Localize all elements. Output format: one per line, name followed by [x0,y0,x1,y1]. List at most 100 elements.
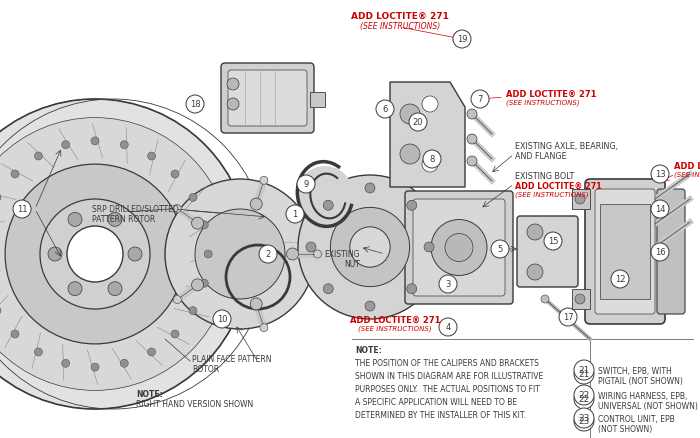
Circle shape [306,243,316,252]
Circle shape [0,307,1,315]
Text: 2: 2 [265,250,271,259]
Circle shape [439,318,457,336]
Circle shape [204,251,212,258]
Text: EXISTING AXLE, BEARING,: EXISTING AXLE, BEARING, [515,141,618,151]
Text: (SEE INSTRUCTIONS): (SEE INSTRUCTIONS) [674,172,700,178]
FancyBboxPatch shape [585,180,665,324]
Circle shape [34,348,43,356]
Text: 22: 22 [578,391,589,399]
Text: WIRING HARNESS, EPB,: WIRING HARNESS, EPB, [598,391,687,400]
FancyBboxPatch shape [405,191,513,304]
Circle shape [453,31,471,49]
Circle shape [574,360,594,380]
FancyBboxPatch shape [228,71,307,127]
Circle shape [445,234,473,262]
Text: A SPECIFIC APPLICATION WILL NEED TO BE: A SPECIFIC APPLICATION WILL NEED TO BE [355,397,517,406]
Circle shape [227,79,239,91]
Text: 7: 7 [477,95,483,104]
Circle shape [108,213,122,227]
Circle shape [120,141,128,149]
Circle shape [192,279,204,291]
Circle shape [365,301,375,311]
Circle shape [491,240,509,258]
Circle shape [559,308,577,326]
Circle shape [260,177,268,185]
Circle shape [297,176,315,194]
Text: 9: 9 [303,180,309,189]
Circle shape [0,118,232,391]
Circle shape [575,194,585,205]
Circle shape [62,141,70,149]
Circle shape [200,279,209,288]
Text: 21: 21 [578,370,589,378]
Circle shape [527,225,543,240]
Circle shape [120,360,128,367]
Text: THE POSITION OF THE CALIPERS AND BRACKETS: THE POSITION OF THE CALIPERS AND BRACKET… [355,358,539,367]
Text: ADD LOCTITE® 271: ADD LOCTITE® 271 [506,90,596,99]
Text: 23: 23 [578,417,589,426]
Circle shape [467,157,477,166]
Circle shape [200,221,209,229]
Circle shape [431,220,487,276]
Circle shape [467,110,477,120]
Circle shape [575,294,585,304]
Text: 12: 12 [615,275,625,284]
Circle shape [11,171,19,179]
Circle shape [68,213,82,227]
FancyBboxPatch shape [657,190,685,314]
Polygon shape [390,83,465,187]
Circle shape [148,153,155,161]
Text: SWITCH, EPB, WITH: SWITCH, EPB, WITH [598,366,672,375]
Circle shape [408,237,432,261]
Circle shape [651,244,669,261]
Bar [572,290,590,309]
Circle shape [195,209,285,299]
Circle shape [541,295,549,303]
Bar [600,205,650,299]
Circle shape [174,205,181,213]
Circle shape [400,105,420,125]
Circle shape [62,360,70,367]
Text: NUT: NUT [344,259,360,268]
Text: CONTROL UNIT, EPB: CONTROL UNIT, EPB [598,414,675,423]
Circle shape [5,165,185,344]
Circle shape [407,284,416,294]
Text: NOTE:: NOTE: [355,345,382,354]
Circle shape [574,364,594,384]
Circle shape [439,276,457,293]
Text: UNIVERSAL (NOT SHOWN): UNIVERSAL (NOT SHOWN) [598,401,698,410]
Text: (SEE INSTRUCTIONS): (SEE INSTRUCTIONS) [506,100,580,106]
Circle shape [91,138,99,145]
Text: 13: 13 [654,170,665,179]
Text: EXISTING BOLT: EXISTING BOLT [515,172,574,180]
Text: (SEE INSTRUCTIONS): (SEE INSTRUCTIONS) [515,191,589,198]
Circle shape [259,245,277,263]
Circle shape [286,248,298,261]
Text: (NOT SHOWN): (NOT SHOWN) [598,424,652,433]
Text: 10: 10 [217,315,228,324]
Text: DETERMINED BY THE INSTALLER OF THIS KIT.: DETERMINED BY THE INSTALLER OF THIS KIT. [355,410,526,419]
Circle shape [108,282,122,296]
Circle shape [422,157,438,173]
Text: 5: 5 [498,245,503,254]
Text: 14: 14 [654,205,665,214]
Circle shape [611,270,629,288]
FancyBboxPatch shape [595,190,655,314]
Text: 4: 4 [445,323,451,332]
Text: 8: 8 [429,155,435,164]
Circle shape [213,310,231,328]
Text: 17: 17 [563,313,573,322]
Text: 11: 11 [17,205,27,214]
Text: ADD LOCTITE® 271: ADD LOCTITE® 271 [674,162,700,171]
Circle shape [128,247,142,261]
Circle shape [189,307,197,315]
Bar [572,190,590,209]
Text: 20: 20 [413,118,424,127]
Circle shape [407,201,416,211]
Circle shape [91,363,99,371]
FancyBboxPatch shape [517,216,578,287]
Circle shape [574,385,594,405]
Text: AND FLANGE: AND FLANGE [515,152,566,161]
Text: (SEE INSTRUCTIONS): (SEE INSTRUCTIONS) [358,325,432,332]
Circle shape [189,194,197,202]
